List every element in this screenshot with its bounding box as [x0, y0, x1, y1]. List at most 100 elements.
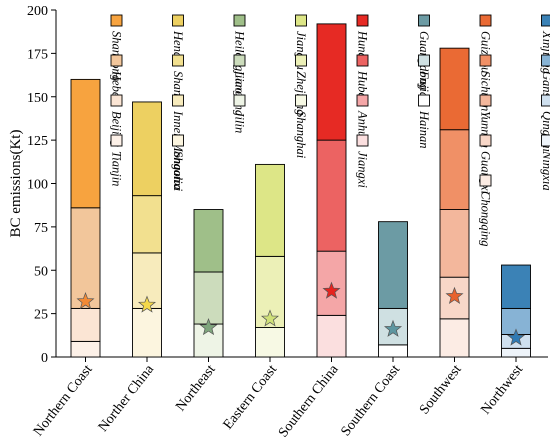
legend-label: Zhejiang [294, 71, 308, 115]
legend-label: Ningxia [540, 150, 550, 191]
legend-swatch [418, 54, 430, 67]
legend-swatch [479, 134, 492, 147]
legend-swatch [541, 134, 550, 147]
star-marker [506, 328, 526, 346]
star-marker [383, 319, 403, 337]
legend-swatch [541, 14, 550, 27]
legend-swatch [418, 14, 430, 27]
y-tick-label: 25 [34, 308, 48, 323]
bar-segment [255, 163, 285, 257]
legend-label: Guangxi [479, 151, 493, 195]
legend-swatch [356, 14, 369, 27]
bar-segment [316, 23, 347, 141]
legend-swatch [110, 54, 123, 67]
legend-label: Hubei [356, 70, 370, 102]
y-tick-label: 175 [27, 47, 48, 62]
bar-segment [70, 207, 101, 309]
legend-swatch [172, 134, 184, 147]
bar-segment [316, 139, 347, 252]
bar-segment [378, 221, 408, 309]
legend-label: Hebei [110, 70, 124, 101]
category-label: Southern Coast [338, 362, 403, 439]
category-label: Northwest [478, 362, 526, 417]
bar-segment [439, 276, 470, 320]
bar-segment [378, 344, 408, 358]
legend-swatch [172, 14, 184, 27]
legend-swatch [172, 94, 184, 107]
legend-swatch [172, 54, 184, 67]
legend-swatch [479, 54, 492, 67]
legend-label: Liaoning [233, 70, 247, 116]
legend-swatch [479, 174, 492, 187]
legend-label: Inner Mongolia [171, 110, 185, 190]
legend-swatch [356, 134, 369, 147]
legend-label: Shaanxi [171, 151, 185, 192]
y-tick-label: 150 [27, 91, 48, 106]
category-label: Eastern Coast [221, 362, 281, 432]
legend-swatch [233, 54, 246, 67]
bar-segment [255, 327, 285, 358]
legend-label: Xinjiang [540, 30, 550, 74]
bar-segment [193, 209, 224, 273]
category-label: Southern China [276, 362, 342, 441]
legend-swatch [541, 94, 550, 107]
y-tick-label: 75 [34, 221, 48, 236]
legend-swatch [356, 94, 369, 107]
legend-label: Guizhou [479, 31, 493, 73]
bar-group-5: Southern CoastGuangdongFujianHainan [338, 14, 431, 439]
bar-segment [70, 78, 101, 209]
legend-label: Jiangxi [356, 151, 370, 188]
legend-label: Hainan [417, 110, 431, 149]
bar-segment [70, 307, 101, 342]
legend-label: Qinghai [540, 111, 550, 153]
legend-swatch [110, 14, 123, 27]
category-label: Norther China [96, 362, 158, 435]
y-tick-label: 50 [34, 264, 48, 279]
legend-swatch [356, 54, 369, 67]
legend-swatch [541, 54, 550, 67]
legend-swatch [233, 94, 246, 107]
legend-label: Gansu [540, 71, 550, 104]
y-tick-label: 200 [27, 4, 48, 19]
y-tick-label: 100 [27, 178, 48, 193]
y-tick-label: 125 [27, 134, 48, 149]
bar-segment [501, 264, 531, 309]
legend-swatch [110, 94, 123, 107]
legend-swatch [110, 134, 123, 147]
star-marker [137, 295, 157, 313]
bar-segment [316, 314, 347, 358]
category-label: Northern Coast [31, 362, 96, 439]
bar-segment [439, 129, 470, 210]
legend-label: Chongqing [479, 191, 493, 247]
star-marker [445, 286, 464, 304]
star-marker [260, 309, 280, 327]
bar-segment [132, 101, 162, 197]
legend-swatch [479, 94, 492, 107]
bar-segment [439, 47, 470, 131]
star-marker [322, 281, 341, 299]
bar-segment [439, 318, 470, 358]
bar-segment [193, 271, 224, 325]
legend-swatch [295, 14, 307, 27]
legend-label: Tianjin [110, 151, 124, 186]
bar-segment [70, 340, 101, 358]
legend-swatch [418, 94, 430, 107]
category-label: Northeast [173, 362, 218, 414]
star-marker [199, 318, 218, 336]
legend-label: Shanghai [294, 111, 308, 159]
legend-swatch [295, 94, 307, 107]
legend-swatch [233, 14, 246, 27]
bar-segment [132, 307, 162, 358]
legend-swatch [479, 14, 492, 27]
bar-segment [439, 209, 470, 278]
bar-segment [501, 347, 531, 358]
legend-label: Anhui [356, 110, 370, 141]
star-marker [76, 291, 95, 310]
bar-segment [132, 195, 162, 254]
legend-swatch [295, 54, 307, 67]
y-axis-label: BC emissions(Kt) [8, 130, 24, 238]
category-label: Southwest [417, 362, 465, 417]
